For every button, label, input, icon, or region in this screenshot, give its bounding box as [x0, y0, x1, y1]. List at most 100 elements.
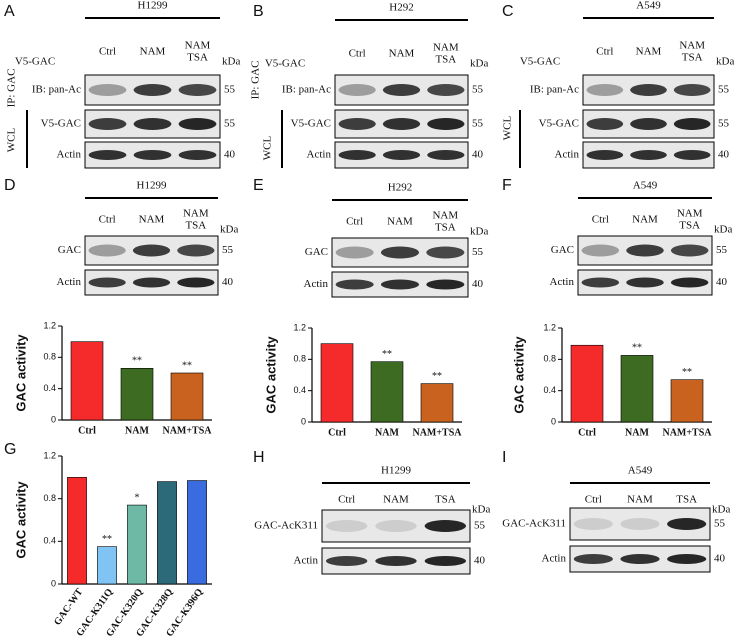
band — [586, 118, 624, 130]
blot-label: Actin — [294, 555, 319, 567]
blot-label: GAC — [58, 244, 81, 256]
band — [178, 150, 217, 160]
cell-line: A549 — [636, 0, 661, 12]
band — [88, 277, 126, 288]
column-label: Ctrl — [585, 494, 602, 506]
band — [133, 150, 172, 160]
column-label: TSA — [185, 220, 206, 232]
blot-label: GAC-AcK311 — [502, 518, 566, 530]
band — [667, 554, 707, 564]
column-label: NAM — [383, 494, 409, 506]
band — [375, 520, 417, 532]
y-tick-label: 1.2 — [543, 322, 556, 332]
significance: ** — [432, 371, 442, 382]
column-label: TSA — [679, 220, 700, 232]
kda-marker: 40 — [714, 553, 726, 565]
band — [88, 118, 127, 130]
band — [178, 84, 217, 96]
blot-label: Actin — [307, 149, 332, 161]
band — [424, 520, 467, 532]
y-axis-label: GAC activity — [13, 481, 28, 559]
bar — [370, 361, 404, 423]
y-tick-label: 0.8 — [543, 354, 556, 364]
x-tick-label: Ctrl — [578, 427, 596, 438]
panel-letter: H — [253, 449, 265, 466]
column-label: NAM — [389, 48, 415, 60]
column-label: NAM — [387, 216, 413, 228]
panel-letter: G — [4, 441, 16, 458]
band — [375, 556, 417, 566]
band — [427, 84, 465, 96]
kda-marker: 40 — [716, 276, 728, 288]
blot-label: V5-GAC — [41, 118, 81, 130]
x-tick-label: NAM+TSA — [662, 427, 712, 438]
band — [620, 554, 660, 564]
blot-label: Actin — [57, 149, 82, 161]
band — [581, 244, 620, 257]
y-tick-label: 0 — [51, 414, 56, 424]
y-tick-label: 0.4 — [43, 383, 56, 393]
y-tick-label: 0.8 — [293, 354, 306, 364]
header-label: V5-GAC — [520, 56, 560, 68]
y-tick-label: 1.2 — [43, 320, 56, 330]
bar — [170, 372, 204, 421]
kda-label: kDa — [714, 224, 732, 236]
band — [382, 150, 421, 160]
band — [424, 556, 467, 566]
blot-label: Actin — [555, 149, 580, 161]
band — [132, 277, 171, 288]
kda-marker: 40 — [472, 149, 484, 161]
band — [177, 277, 215, 288]
ip-label: IP: GAC — [6, 69, 18, 108]
band — [335, 279, 374, 290]
kda-marker: 55 — [222, 244, 234, 256]
band — [426, 246, 465, 259]
significance: * — [135, 492, 140, 503]
band — [673, 84, 711, 96]
band — [380, 246, 420, 259]
panel-letter: A — [4, 3, 15, 20]
y-axis-label: GAC activity — [511, 336, 526, 414]
significance: ** — [632, 343, 642, 354]
y-tick-label: 0 — [301, 416, 306, 426]
band — [670, 277, 709, 288]
cell-line: A549 — [633, 180, 658, 192]
x-tick-label: NAM+TSA — [412, 427, 462, 438]
kda-marker: 55 — [224, 84, 236, 96]
band — [620, 518, 660, 530]
column-label: Ctrl — [596, 46, 613, 58]
column-label: NAM — [432, 210, 458, 222]
bar — [120, 367, 154, 421]
y-tick-label: 0 — [51, 578, 56, 588]
band — [630, 84, 667, 96]
blot-label: V5-GAC — [291, 118, 331, 130]
band — [667, 518, 707, 530]
kda-marker: 40 — [474, 555, 486, 567]
band — [427, 150, 465, 160]
x-tick-label: Ctrl — [328, 427, 346, 438]
kda-label: kDa — [220, 224, 238, 236]
y-tick-label: 0.4 — [293, 385, 306, 395]
band — [325, 520, 368, 532]
kda-label: kDa — [712, 504, 730, 516]
kda-marker: 55 — [716, 244, 728, 256]
kda-label: kDa — [470, 58, 488, 70]
column-label: NAM — [636, 46, 662, 58]
column-label: NAM — [632, 214, 658, 226]
column-label: NAM — [140, 46, 166, 58]
significance: ** — [382, 349, 392, 360]
x-tick-label: Ctrl — [78, 425, 96, 436]
header-label: V5-GAC — [15, 56, 55, 68]
bar — [670, 379, 704, 423]
band — [133, 84, 172, 96]
panel-letter: E — [253, 177, 264, 194]
cell-line: H292 — [389, 2, 413, 14]
kda-label: kDa — [716, 56, 734, 68]
column-label: Ctrl — [99, 214, 116, 226]
band — [630, 150, 667, 160]
kda-marker: 55 — [714, 518, 726, 530]
kda-label: kDa — [222, 56, 240, 68]
column-label: NAM — [183, 208, 209, 220]
band — [581, 277, 620, 288]
